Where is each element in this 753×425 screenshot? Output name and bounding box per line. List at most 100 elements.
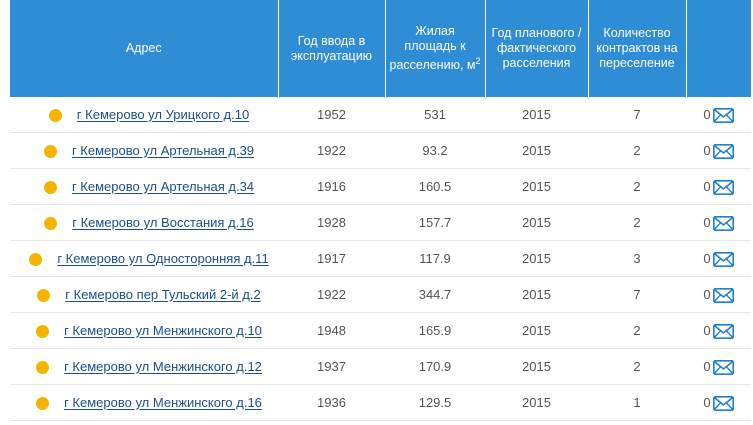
address-link[interactable]: г Кемерово ул Артельная д.39 <box>71 143 255 159</box>
table-row: г Кемерово пер Тульский 2-й д.2 1922 344… <box>10 276 751 313</box>
address-cell: г Кемерово ул Артельная д.39 <box>10 132 278 169</box>
status-dot-icon <box>43 144 57 158</box>
address-link[interactable]: г Кемерово ул Менжинского д.10 <box>64 323 262 339</box>
year-built-cell: 1952 <box>278 97 385 133</box>
message-count: 0 <box>703 215 711 231</box>
address-link[interactable]: г Кемерово ул Артельная д.34 <box>71 179 255 195</box>
resettle-year-cell: 2015 <box>485 312 588 349</box>
area-cell: 117.9 <box>385 240 485 277</box>
address-cell: г Кемерово ул Односторонняя д.11 <box>10 240 278 277</box>
column-header-resettle-year-label: Год планового / фактического расселения <box>491 26 582 70</box>
address-link[interactable]: г Кемерово ул Урицкого д.10 <box>76 107 250 123</box>
status-dot-icon <box>37 288 51 302</box>
resettle-year-cell: 2015 <box>485 168 588 205</box>
resettle-year-cell: 2015 <box>485 204 588 241</box>
year-built-cell: 1922 <box>278 276 385 313</box>
address-link[interactable]: г Кемерово ул Восстания д.16 <box>72 215 254 231</box>
status-dot-icon <box>36 396 50 410</box>
envelope-icon[interactable] <box>712 395 734 411</box>
contracts-cell: 2 <box>588 348 686 385</box>
contracts-cell: 1 <box>588 384 686 421</box>
address-link[interactable]: г Кемерово ул Менжинского д.16 <box>64 395 262 411</box>
column-header-year-built[interactable]: Год ввода в эксплуатацию <box>278 0 386 97</box>
resettle-year-cell: 2015 <box>485 132 588 169</box>
houses-table: Адрес Год ввода в эксплуатацию Жилая пло… <box>10 0 751 421</box>
column-header-area-superscript: 2 <box>475 55 481 66</box>
contracts-cell: 7 <box>588 276 686 313</box>
table-header-row: Адрес Год ввода в эксплуатацию Жилая пло… <box>10 0 751 97</box>
area-cell: 160.5 <box>385 168 485 205</box>
resettle-year-cell: 2015 <box>485 240 588 277</box>
column-header-contracts-label: Количество контрактов на переселение <box>596 26 678 70</box>
address-link[interactable]: г Кемерово ул Менжинского д.12 <box>64 359 262 375</box>
column-header-address-label: Адрес <box>125 41 162 55</box>
column-header-resettle-year[interactable]: Год планового / фактического расселения <box>485 0 589 97</box>
message-count: 0 <box>703 107 711 123</box>
column-header-contracts[interactable]: Количество контрактов на переселение <box>588 0 687 97</box>
messages-cell[interactable]: 0 <box>686 132 751 169</box>
address-cell: г Кемерово пер Тульский 2-й д.2 <box>10 276 278 313</box>
resettle-year-cell: 2015 <box>485 97 588 133</box>
address-cell: г Кемерово ул Менжинского д.12 <box>10 348 278 385</box>
address-link[interactable]: г Кемерово ул Односторонняя д.11 <box>57 251 269 267</box>
address-link[interactable]: г Кемерово пер Тульский 2-й д.2 <box>65 287 261 303</box>
table-row: г Кемерово ул Менжинского д.12 1937 170.… <box>10 348 751 385</box>
contracts-cell: 7 <box>588 97 686 133</box>
area-cell: 157.7 <box>385 204 485 241</box>
contracts-cell: 2 <box>588 204 686 241</box>
messages-cell[interactable]: 0 <box>686 204 751 241</box>
envelope-icon[interactable] <box>712 359 734 375</box>
year-built-cell: 1922 <box>278 132 385 169</box>
envelope-icon[interactable] <box>712 323 734 339</box>
envelope-icon[interactable] <box>712 143 734 159</box>
table-row: г Кемерово ул Менжинского д.16 1936 129.… <box>10 384 751 421</box>
address-cell: г Кемерово ул Восстания д.16 <box>10 204 278 241</box>
table-body: г Кемерово ул Урицкого д.10 1952 531 201… <box>10 97 751 421</box>
status-dot-icon <box>43 180 57 194</box>
envelope-icon[interactable] <box>712 215 734 231</box>
status-dot-icon <box>44 216 58 230</box>
table-row: г Кемерово ул Урицкого д.10 1952 531 201… <box>10 97 751 133</box>
resettle-year-cell: 2015 <box>485 384 588 421</box>
column-header-address[interactable]: Адрес <box>10 0 279 97</box>
table-row: г Кемерово ул Артельная д.39 1922 93.2 2… <box>10 132 751 169</box>
messages-cell[interactable]: 0 <box>686 276 751 313</box>
messages-cell[interactable]: 0 <box>686 240 751 277</box>
year-built-cell: 1936 <box>278 384 385 421</box>
address-cell: г Кемерово ул Менжинского д.10 <box>10 312 278 349</box>
contracts-cell: 2 <box>588 168 686 205</box>
table-row: г Кемерово ул Менжинского д.10 1948 165.… <box>10 312 751 349</box>
envelope-icon[interactable] <box>712 251 734 267</box>
table-row: г Кемерово ул Односторонняя д.11 1917 11… <box>10 240 751 277</box>
envelope-icon[interactable] <box>712 107 734 123</box>
message-count: 0 <box>703 287 711 303</box>
area-cell: 344.7 <box>385 276 485 313</box>
year-built-cell: 1928 <box>278 204 385 241</box>
year-built-cell: 1937 <box>278 348 385 385</box>
envelope-icon[interactable] <box>712 179 734 195</box>
address-cell: г Кемерово ул Урицкого д.10 <box>10 97 278 133</box>
messages-cell[interactable]: 0 <box>686 348 751 385</box>
envelope-icon[interactable] <box>712 287 734 303</box>
address-cell: г Кемерово ул Менжинского д.16 <box>10 384 278 421</box>
area-cell: 165.9 <box>385 312 485 349</box>
area-cell: 170.9 <box>385 348 485 385</box>
status-dot-icon <box>48 108 62 122</box>
messages-cell[interactable]: 0 <box>686 312 751 349</box>
messages-cell[interactable]: 0 <box>686 97 751 133</box>
area-cell: 93.2 <box>385 132 485 169</box>
area-cell: 531 <box>385 97 485 133</box>
messages-cell[interactable]: 0 <box>686 168 751 205</box>
resettle-year-cell: 2015 <box>485 348 588 385</box>
messages-cell[interactable]: 0 <box>686 384 751 421</box>
message-count: 0 <box>703 251 711 267</box>
area-cell: 129.5 <box>385 384 485 421</box>
column-header-area[interactable]: Жилая площадь к расселению, м2 <box>385 0 486 97</box>
table-row: г Кемерово ул Восстания д.16 1928 157.7 … <box>10 204 751 241</box>
address-cell: г Кемерово ул Артельная д.34 <box>10 168 278 205</box>
year-built-cell: 1917 <box>278 240 385 277</box>
contracts-cell: 3 <box>588 240 686 277</box>
contracts-cell: 2 <box>588 132 686 169</box>
table-row: г Кемерово ул Артельная д.34 1916 160.5 … <box>10 168 751 205</box>
column-header-year-built-label: Год ввода в эксплуатацию <box>290 33 373 63</box>
